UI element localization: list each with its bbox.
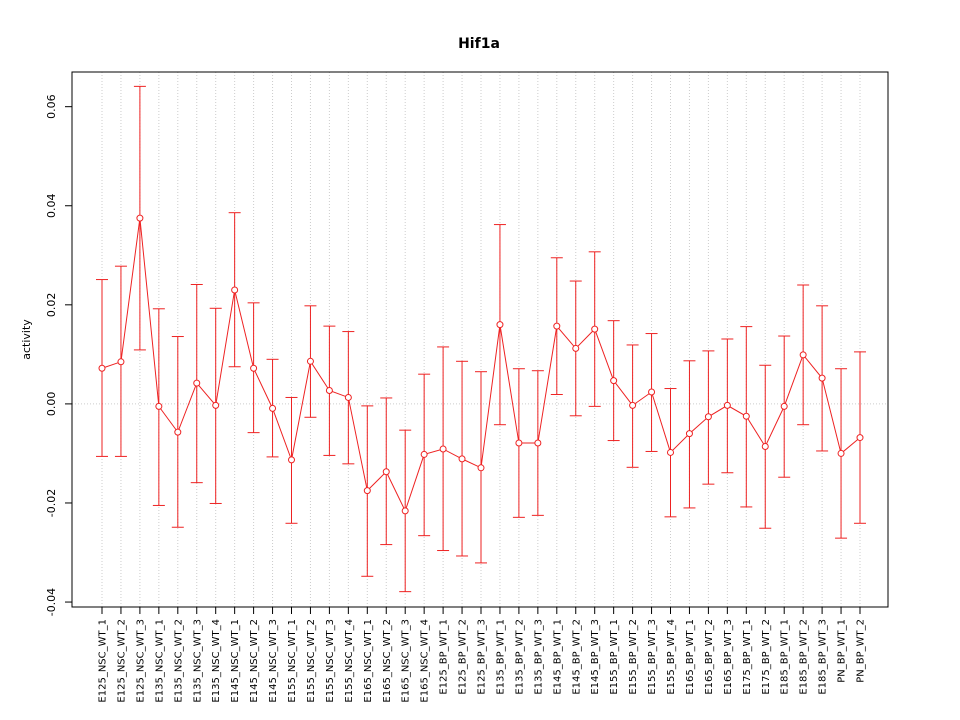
- x-tick-label: E155_BP_WT_4: [666, 619, 677, 695]
- data-point: [761, 443, 769, 450]
- data-point: [269, 404, 277, 412]
- x-tick-label: E125_NSC_WT_2: [116, 619, 127, 703]
- x-tick-label: E125_BP_WT_1: [439, 619, 450, 695]
- data-point: [742, 412, 750, 420]
- x-tick-label: E185_BP_WT_3: [818, 619, 829, 695]
- x-tick-label: E125_BP_WT_2: [458, 619, 469, 695]
- data-point: [420, 450, 428, 458]
- x-tick-label: E135_NSC_WT_3: [192, 619, 203, 703]
- data-point: [325, 387, 333, 395]
- x-tick-label: E155_BP_WT_1: [609, 619, 620, 695]
- data-point: [250, 364, 258, 372]
- x-tick-label: E165_NSC_WT_1: [363, 619, 374, 703]
- data-point: [439, 445, 447, 453]
- y-axis-label: activity: [20, 319, 33, 360]
- y-axis: -0.04 -0.02 0.00 0.02 0.04 0.06: [45, 94, 72, 616]
- data-point: [610, 377, 618, 385]
- y-tick-label: -0.02: [45, 489, 58, 517]
- x-tick-label: E165_BP_WT_2: [704, 619, 715, 695]
- data-point: [534, 439, 542, 447]
- data-point: [837, 449, 845, 457]
- data-point: [648, 388, 656, 396]
- chart-title: Hif1a: [458, 36, 500, 52]
- x-tick-label: E165_NSC_WT_2: [382, 619, 393, 703]
- x-tick-label: E145_BP_WT_3: [590, 619, 601, 695]
- data-point: [344, 393, 352, 401]
- data-point: [155, 402, 163, 410]
- x-tick-label: E125_NSC_WT_1: [98, 619, 109, 703]
- data-point: [136, 214, 144, 222]
- x-tick-label: E145_NSC_WT_2: [249, 619, 260, 703]
- x-tick-label: E165_BP_WT_3: [723, 619, 734, 695]
- data-point: [401, 507, 409, 515]
- x-tick-label: E145_NSC_WT_3: [268, 619, 279, 703]
- data-point: [363, 487, 371, 495]
- x-tick-label: E135_BP_WT_1: [495, 619, 506, 695]
- x-tick-label: E135_BP_WT_3: [533, 619, 544, 695]
- x-tick-label: E145_BP_WT_1: [552, 619, 563, 695]
- x-tick-label: PN_BP_WT_2: [856, 619, 867, 683]
- data-point: [382, 468, 390, 476]
- x-tick-label: E165_BP_WT_1: [685, 619, 696, 695]
- data-point: [723, 401, 731, 409]
- data-point: [799, 351, 807, 359]
- data-point: [591, 325, 599, 333]
- data-point: [572, 344, 580, 352]
- data-point: [458, 455, 466, 463]
- data-point: [212, 401, 220, 409]
- data-point: [193, 379, 201, 387]
- x-tick-label: E165_NSC_WT_4: [420, 619, 431, 703]
- y-tick-label: 0.04: [45, 194, 58, 219]
- data-point: [306, 357, 314, 365]
- data-point: [818, 374, 826, 382]
- x-tick-label: E185_BP_WT_1: [780, 619, 791, 695]
- y-tick-label: 0.00: [45, 392, 58, 417]
- data-point: [496, 321, 504, 329]
- series-group: [96, 85, 866, 593]
- x-tick-label: E185_BP_WT_2: [799, 619, 810, 695]
- x-tick-label: PN_BP_WT_1: [837, 619, 848, 683]
- data-point: [856, 434, 864, 442]
- x-tick-label: E165_NSC_WT_3: [401, 619, 412, 703]
- x-tick-label: E125_NSC_WT_3: [135, 619, 146, 703]
- x-tick-label: E155_BP_WT_3: [647, 619, 658, 695]
- data-point: [174, 428, 182, 436]
- data-point: [704, 413, 712, 421]
- x-tick-label: E135_NSC_WT_4: [211, 619, 222, 703]
- data-point: [685, 430, 693, 438]
- x-tick-label: E155_NSC_WT_2: [306, 619, 317, 703]
- data-point: [477, 464, 485, 472]
- data-point: [117, 358, 125, 366]
- data-point: [629, 401, 637, 409]
- data-point: [288, 456, 295, 464]
- x-tick-label: E145_NSC_WT_1: [230, 619, 241, 703]
- y-tick-label: 0.02: [45, 293, 58, 318]
- x-tick-label: E125_BP_WT_3: [477, 619, 488, 695]
- x-tick-label: E155_NSC_WT_3: [325, 619, 336, 703]
- x-tick-label: E135_NSC_WT_1: [154, 619, 165, 703]
- x-tick-label: E155_NSC_WT_1: [287, 619, 298, 703]
- x-tick-label: E155_BP_WT_2: [628, 619, 639, 695]
- x-axis: E125_NSC_WT_1 E125_NSC_WT_2 E125_NSC_WT_3 E…: [98, 606, 867, 703]
- y-tick-label: -0.04: [45, 588, 58, 616]
- data-point: [667, 448, 674, 456]
- x-tick-label: E145_BP_WT_2: [571, 619, 582, 695]
- data-point: [231, 286, 239, 294]
- data-point: [515, 439, 523, 447]
- x-tick-label: E155_NSC_WT_4: [344, 619, 355, 703]
- y-tick-label: 0.06: [45, 94, 58, 119]
- x-tick-label: E175_BP_WT_2: [761, 619, 772, 695]
- x-tick-label: E135_NSC_WT_2: [173, 619, 184, 703]
- x-tick-label: E175_BP_WT_1: [742, 619, 753, 695]
- data-point: [553, 322, 561, 330]
- data-point: [98, 364, 106, 372]
- x-tick-label: E135_BP_WT_2: [514, 619, 525, 695]
- data-point: [780, 402, 788, 410]
